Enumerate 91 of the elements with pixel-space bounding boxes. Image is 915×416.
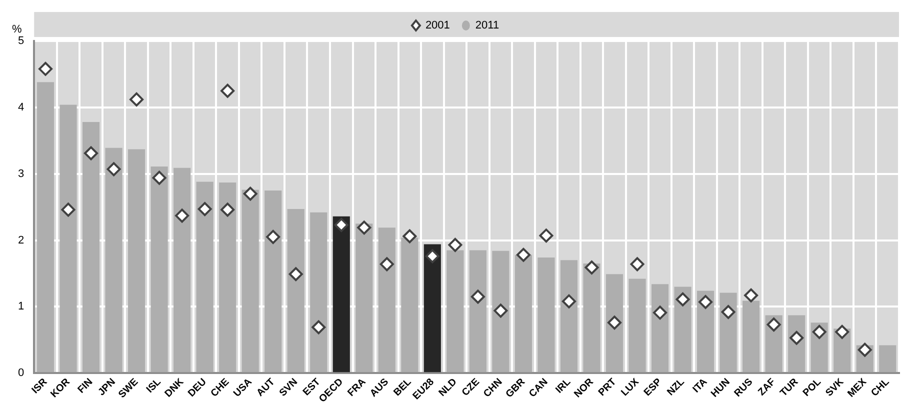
point — [539, 228, 554, 243]
bar — [583, 263, 600, 372]
point — [84, 146, 98, 160]
point — [266, 230, 280, 244]
point — [835, 324, 850, 339]
x-tick-label: FRA — [346, 376, 368, 399]
x-tick-label: CHL — [869, 376, 892, 399]
point — [470, 290, 485, 304]
bar — [628, 278, 646, 372]
bar — [651, 284, 669, 372]
x-tick-label: FIN — [76, 376, 96, 396]
x-tick-label: TUR — [778, 376, 802, 399]
x-tick-label: ISR — [30, 376, 50, 396]
bar — [742, 300, 760, 372]
bar — [674, 286, 692, 372]
point — [198, 202, 212, 216]
point — [584, 260, 599, 274]
x-tick-label: NZL — [665, 376, 687, 398]
point — [312, 320, 326, 334]
legend-label: 2001 — [425, 20, 450, 32]
point — [676, 292, 690, 306]
bar — [196, 182, 214, 372]
x-tick-label: ITA — [690, 376, 710, 396]
bar — [560, 260, 578, 372]
bar — [174, 168, 191, 372]
bar — [424, 244, 441, 372]
point — [721, 304, 736, 319]
bar — [538, 258, 555, 372]
point — [494, 304, 508, 318]
y-tick-label: 3 — [18, 168, 24, 180]
bar — [287, 209, 304, 372]
bar — [150, 166, 168, 372]
point — [106, 162, 121, 176]
point — [175, 208, 190, 223]
y-tick-label: 1 — [18, 300, 24, 313]
x-tick-label: USA — [232, 376, 254, 400]
point — [220, 84, 235, 98]
point — [448, 238, 462, 252]
x-tick-label: CZE — [460, 376, 482, 399]
point — [402, 229, 417, 244]
point — [812, 324, 826, 339]
bar — [720, 292, 737, 372]
point — [61, 202, 76, 217]
bar — [514, 254, 532, 372]
bar — [697, 290, 714, 372]
bar — [446, 250, 464, 372]
x-tick-label: IRL — [554, 376, 574, 396]
bar — [219, 182, 236, 372]
bar — [60, 104, 77, 372]
x-tick-label: ISL — [144, 376, 164, 396]
point — [698, 295, 713, 310]
y-tick-label: 4 — [18, 101, 24, 114]
y-tick-label: 2 — [18, 234, 24, 246]
bar — [606, 274, 624, 372]
point — [334, 218, 348, 232]
bar — [469, 250, 486, 372]
x-tick-label: POL — [801, 376, 824, 399]
point — [653, 306, 668, 320]
point — [357, 220, 372, 235]
bar — [310, 212, 328, 372]
point — [630, 257, 644, 272]
point — [288, 267, 303, 282]
point — [766, 318, 781, 332]
point — [380, 257, 394, 272]
bar — [356, 224, 373, 372]
bar — [378, 228, 396, 372]
bar — [332, 216, 350, 372]
y-axis-title: % — [12, 24, 22, 36]
y-tick-label: 0 — [18, 367, 24, 380]
y-tick-label: 5 — [18, 35, 24, 48]
point — [130, 92, 144, 106]
point — [220, 202, 235, 217]
bar — [879, 345, 896, 372]
bar — [401, 238, 418, 372]
bar — [492, 250, 510, 372]
point — [608, 316, 622, 330]
legend-label: 2011 — [475, 20, 500, 32]
bar — [242, 190, 259, 372]
point — [152, 170, 166, 185]
bar — [105, 148, 122, 372]
point — [38, 62, 52, 76]
bar — [128, 149, 146, 372]
point — [562, 294, 576, 308]
bar — [82, 122, 100, 372]
point — [858, 342, 872, 357]
point — [516, 248, 530, 262]
bar — [36, 82, 54, 372]
point — [425, 249, 440, 264]
point — [243, 186, 258, 201]
point — [744, 288, 758, 302]
bar — [264, 190, 282, 372]
